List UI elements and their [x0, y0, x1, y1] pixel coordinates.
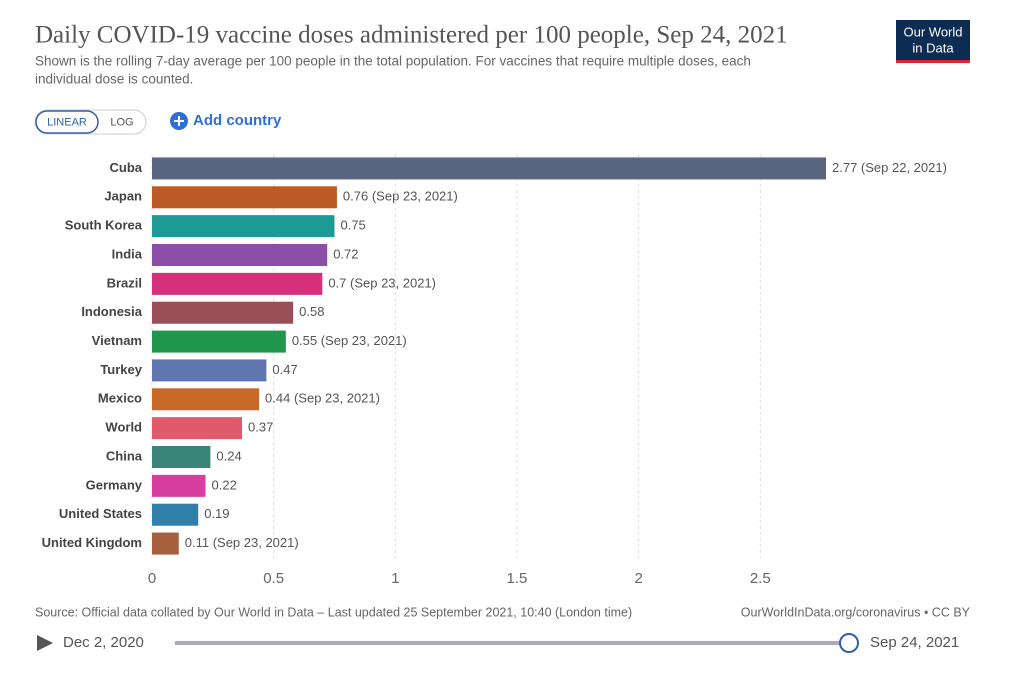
bar [152, 272, 323, 295]
category-label: United Kingdom [42, 535, 142, 550]
value-label: 0.7 (Sep 23, 2021) [328, 275, 436, 290]
value-label: 0.55 (Sep 23, 2021) [292, 333, 407, 348]
value-label: 0.44 (Sep 23, 2021) [265, 391, 380, 406]
category-label: China [106, 448, 143, 463]
source-link[interactable]: OurWorldInData.org/coronavirus • CC BY [741, 605, 971, 619]
category-label: Vietnam [92, 333, 142, 348]
source: Source: Official data collated by Our Wo… [35, 605, 632, 619]
x-tick-label: 2.5 [750, 570, 771, 587]
category-label: Japan [104, 189, 142, 204]
bar [152, 215, 335, 238]
value-label: 0.58 [299, 304, 324, 319]
value-label: 0.22 [212, 477, 237, 492]
logo-box [896, 20, 970, 62]
play-button[interactable] [37, 635, 53, 651]
category-label: Cuba [110, 160, 143, 175]
bar [152, 359, 267, 382]
category-label: United States [59, 506, 142, 521]
x-tick-label: 1.5 [507, 570, 528, 587]
chart-title: Daily COVID-19 vaccine doses administere… [35, 22, 788, 49]
value-label: 0.75 [340, 218, 365, 233]
category-label: Turkey [100, 362, 142, 377]
value-label: 0.19 [204, 506, 229, 521]
x-tick-label: 0.5 [263, 570, 284, 587]
category-label: South Korea [65, 218, 143, 233]
bar [152, 532, 179, 555]
add-country-label: Add country [193, 112, 282, 129]
logo-text: in Data [912, 40, 954, 55]
category-label: Mexico [98, 391, 142, 406]
category-label: Germany [86, 477, 143, 492]
logo-stripe [896, 60, 970, 63]
category-label: Brazil [107, 275, 142, 290]
value-label: 0.72 [333, 246, 358, 261]
x-tick-label: 2 [634, 570, 642, 587]
subtitle: individual dose is counted. [35, 72, 193, 87]
bar [152, 474, 206, 497]
logo-text: Our World [904, 24, 963, 39]
bar [152, 186, 337, 209]
log-button[interactable]: LOG [110, 116, 133, 128]
category-label: Indonesia [81, 304, 142, 319]
value-label: 0.24 [216, 448, 241, 463]
bar [152, 330, 286, 353]
timeline-start: Dec 2, 2020 [63, 634, 144, 651]
add-icon-plus [174, 116, 184, 126]
bar [152, 446, 211, 468]
subtitle: Shown is the rolling 7-day average per 1… [35, 54, 751, 69]
timeline-handle[interactable] [839, 633, 859, 653]
add-country[interactable]: Add country [170, 112, 282, 130]
x-tick-label: 0 [148, 570, 156, 587]
button-bg [35, 110, 99, 134]
linear-button[interactable]: LINEAR [35, 110, 99, 134]
button-label: LINEAR [47, 116, 87, 128]
category-label: World [105, 420, 142, 435]
timeline-end: Sep 24, 2021 [870, 634, 959, 651]
category-label: India [112, 246, 143, 261]
bar [152, 417, 243, 440]
x-tick-label: 1 [391, 570, 399, 587]
bar [152, 157, 826, 180]
value-label: 0.37 [248, 420, 273, 435]
bar [152, 388, 260, 411]
bar [152, 301, 294, 324]
value-label: 2.77 (Sep 22, 2021) [832, 160, 947, 175]
value-label: 0.47 [272, 362, 297, 377]
bar [152, 244, 328, 266]
value-label: 0.11 (Sep 23, 2021) [185, 535, 299, 550]
logo[interactable]: Our World in Data [896, 20, 970, 63]
bar [152, 503, 199, 526]
value-label: 0.76 (Sep 23, 2021) [343, 189, 458, 204]
